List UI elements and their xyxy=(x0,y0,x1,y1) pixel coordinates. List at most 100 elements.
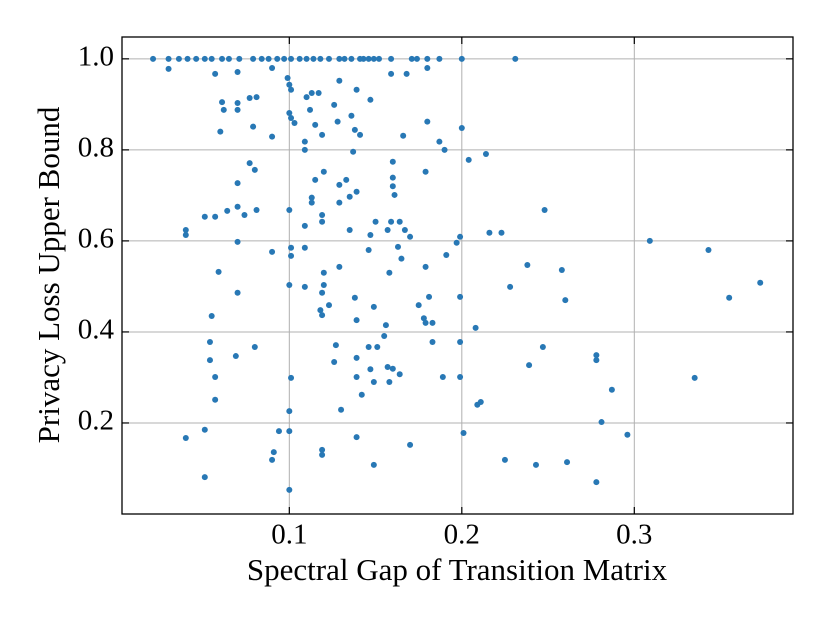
point xyxy=(284,74,291,81)
point xyxy=(367,231,374,238)
point xyxy=(424,55,431,62)
point xyxy=(389,174,396,181)
point xyxy=(436,138,443,145)
point xyxy=(477,399,484,406)
point xyxy=(413,55,420,62)
point xyxy=(422,263,429,270)
point xyxy=(343,176,350,183)
point xyxy=(757,279,764,286)
point xyxy=(208,55,215,62)
point xyxy=(593,357,600,364)
point xyxy=(407,441,414,448)
point xyxy=(386,269,393,276)
point xyxy=(236,55,243,62)
point xyxy=(281,55,288,62)
point xyxy=(441,146,448,153)
point xyxy=(422,319,429,326)
point xyxy=(319,312,326,319)
point xyxy=(208,313,215,320)
point xyxy=(288,86,295,93)
y-tick-label: 0.2 xyxy=(78,405,114,437)
point xyxy=(320,269,327,276)
point xyxy=(351,294,358,301)
point xyxy=(401,226,408,233)
point xyxy=(407,233,414,240)
point xyxy=(234,69,241,76)
point xyxy=(315,89,322,96)
point xyxy=(705,247,712,254)
point xyxy=(370,303,377,310)
point xyxy=(353,317,360,324)
x-tick-label: 0.3 xyxy=(616,519,652,551)
point xyxy=(270,449,277,456)
point xyxy=(458,125,465,132)
point xyxy=(286,428,293,435)
point xyxy=(253,94,260,101)
point xyxy=(308,194,315,201)
point xyxy=(225,55,232,62)
point xyxy=(593,479,600,486)
point xyxy=(348,55,355,62)
x-axis-label: Spectral Gap of Transition Matrix xyxy=(247,552,668,587)
point xyxy=(350,148,357,155)
point xyxy=(408,55,415,62)
point xyxy=(182,231,189,238)
point xyxy=(436,55,443,62)
point xyxy=(251,343,258,350)
point xyxy=(325,302,332,309)
point xyxy=(258,55,265,62)
plot-frame xyxy=(121,36,794,515)
point xyxy=(526,362,533,369)
point xyxy=(420,315,427,322)
point xyxy=(307,106,314,113)
point xyxy=(206,338,213,345)
point xyxy=(388,55,395,62)
point xyxy=(367,96,374,103)
point xyxy=(232,353,239,360)
point xyxy=(443,252,450,259)
point xyxy=(394,243,401,250)
point xyxy=(439,373,446,380)
point xyxy=(486,229,493,236)
point xyxy=(360,55,367,62)
point xyxy=(429,319,436,326)
point xyxy=(382,322,389,329)
point xyxy=(319,218,326,225)
point xyxy=(400,132,407,139)
point xyxy=(246,160,253,167)
point xyxy=(381,333,388,340)
point xyxy=(312,121,319,128)
point xyxy=(332,342,339,349)
point xyxy=(320,168,327,175)
point xyxy=(353,373,360,380)
point xyxy=(415,302,422,309)
point xyxy=(320,282,327,289)
point xyxy=(336,55,343,62)
point xyxy=(317,55,324,62)
point xyxy=(319,131,326,138)
point xyxy=(465,156,472,163)
point xyxy=(726,294,733,301)
point xyxy=(389,365,396,372)
point xyxy=(265,55,272,62)
point xyxy=(386,379,393,386)
point xyxy=(541,206,548,213)
point xyxy=(253,206,260,213)
point xyxy=(593,352,600,359)
point xyxy=(472,324,479,331)
point xyxy=(398,255,405,262)
point xyxy=(524,262,531,269)
point xyxy=(275,428,282,435)
point xyxy=(182,226,189,233)
point xyxy=(250,55,257,62)
point xyxy=(301,138,308,145)
point xyxy=(215,268,222,275)
point xyxy=(336,77,343,84)
point xyxy=(212,213,219,220)
point xyxy=(286,110,293,117)
point xyxy=(384,363,391,370)
point xyxy=(303,55,310,62)
point xyxy=(212,396,219,403)
point xyxy=(234,106,241,113)
point xyxy=(234,99,241,106)
